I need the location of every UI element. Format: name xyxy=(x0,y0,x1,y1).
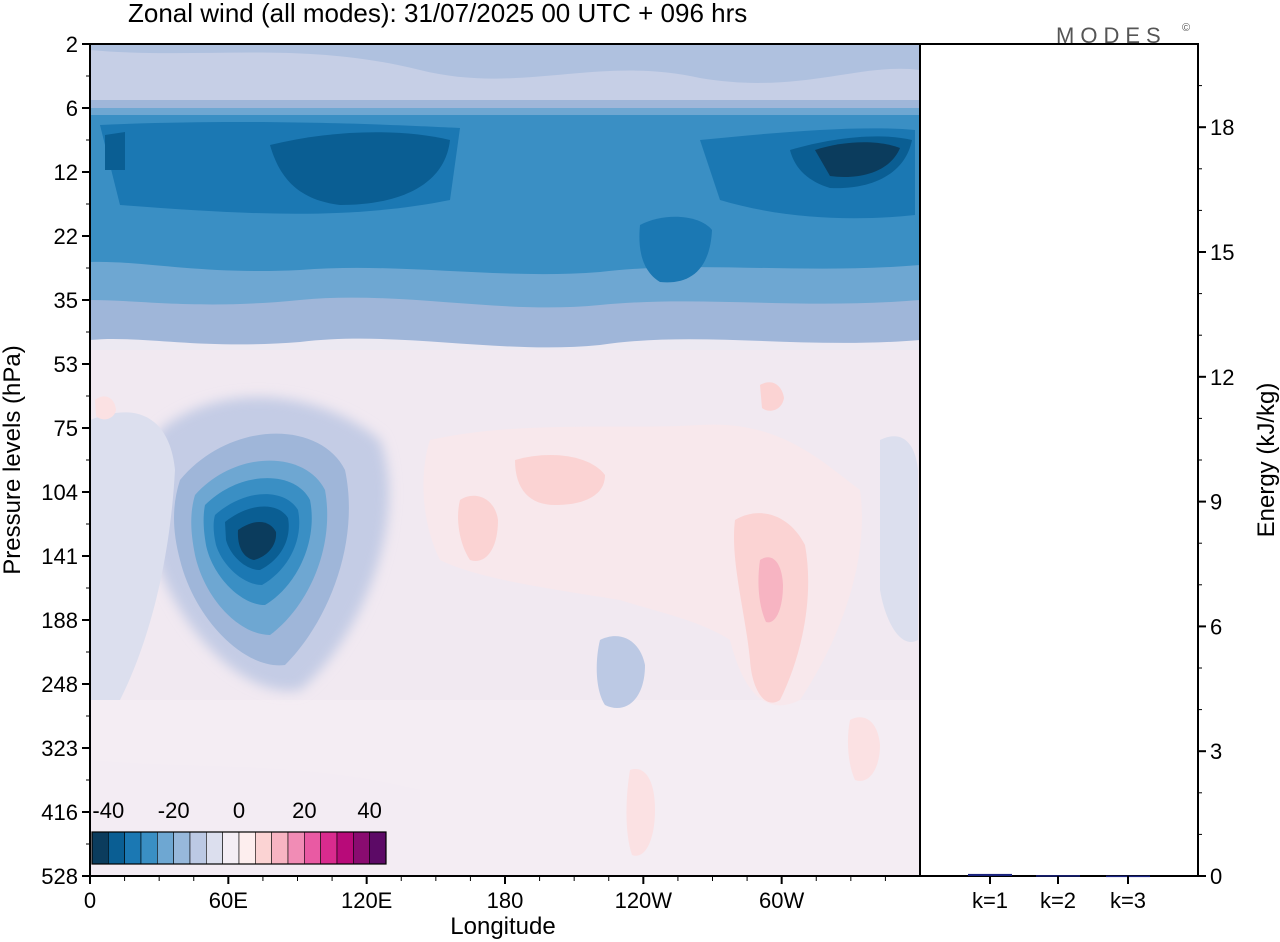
energy-tick-label: 12 xyxy=(1210,365,1234,390)
energy-cat-label: k=1 xyxy=(972,888,1008,913)
colorbar-labels: -40 -20 0 20 40 xyxy=(92,798,381,823)
energy-bar xyxy=(968,873,1012,876)
colorbar-swatch xyxy=(271,831,289,865)
colorbar-swatch xyxy=(108,831,125,865)
energy-tick-label: 15 xyxy=(1210,240,1234,265)
energy-tick-label: 0 xyxy=(1210,864,1222,889)
y-tick-label: 248 xyxy=(41,672,78,697)
colorbar-swatch xyxy=(222,831,240,865)
energy-panel: 0 3 6 9 12 15 18 k=1 k=2 k=3 Energy (kJ/kg) xyxy=(919,43,1280,913)
colorbar-label: -20 xyxy=(158,798,190,823)
chart-title: Zonal wind (all modes): 31/07/2025 00 UT… xyxy=(128,0,747,28)
energy-cat-label: k=3 xyxy=(1110,888,1146,913)
y-tick-label: 35 xyxy=(54,288,78,313)
modes-logo-mark: © xyxy=(1182,22,1190,34)
colorbar-label: 40 xyxy=(357,798,381,823)
colorbar-swatch xyxy=(206,831,223,865)
y-tick-label: 53 xyxy=(54,352,78,377)
x-axis-label: Longitude xyxy=(450,913,555,940)
energy-cat-label: k=2 xyxy=(1040,888,1076,913)
energy-plot-area xyxy=(919,43,1199,877)
x-tick-label: 60E xyxy=(209,888,248,913)
colorbar-label: -40 xyxy=(92,798,124,823)
y-tick-label: 141 xyxy=(41,544,78,569)
x-tick-label: 60W xyxy=(759,888,804,913)
y-tick-label: 188 xyxy=(41,608,78,633)
wind-field xyxy=(90,44,920,876)
x-tick-label: 120E xyxy=(341,888,392,913)
y-axis-label: Pressure levels (hPa) xyxy=(0,345,26,574)
colorbar-swatch xyxy=(287,831,305,865)
x-axis: 0 60E 120E 180 120W 60W xyxy=(84,876,886,913)
y-tick-label: 75 xyxy=(54,416,78,441)
colorbar-swatch xyxy=(173,831,191,865)
y-tick-label: 528 xyxy=(41,864,78,889)
energy-axis-label: Energy (kJ/kg) xyxy=(1253,383,1280,538)
y-tick-label: 2 xyxy=(66,32,78,57)
energy-tick-label: 3 xyxy=(1210,739,1222,764)
y-tick-label: 416 xyxy=(41,800,78,825)
energy-categories: k=1 k=2 k=3 xyxy=(972,876,1146,913)
colorbar: -40 -20 0 20 40 xyxy=(91,798,387,865)
y-axis: 2 6 12 22 35 53 75 104 141 188 248 323 416 528 xyxy=(41,32,90,889)
y-tick-label: 104 xyxy=(41,480,78,505)
y-tick-label: 323 xyxy=(41,736,78,761)
energy-tick-label: 18 xyxy=(1210,115,1234,140)
y-tick-label: 6 xyxy=(66,96,78,121)
colorbar-swatch xyxy=(369,831,387,865)
colorbar-label: 0 xyxy=(233,798,245,823)
colorbar-swatch xyxy=(336,831,354,865)
energy-tick-label: 6 xyxy=(1210,614,1222,639)
x-tick-label: 120W xyxy=(615,888,673,913)
colorbar-swatches xyxy=(91,831,387,865)
colorbar-swatch xyxy=(140,831,158,865)
colorbar-swatch xyxy=(157,831,174,865)
colorbar-swatch xyxy=(189,831,207,865)
colorbar-swatch xyxy=(353,831,370,865)
colorbar-swatch xyxy=(124,831,142,865)
colorbar-swatch xyxy=(238,831,256,865)
energy-tick-label: 9 xyxy=(1210,490,1222,515)
colorbar-swatch xyxy=(91,831,109,865)
colorbar-border xyxy=(91,831,387,865)
y-tick-label: 12 xyxy=(54,160,78,185)
colorbar-swatch xyxy=(255,831,272,865)
colorbar-swatch xyxy=(320,831,338,865)
x-tick-label: 180 xyxy=(487,888,524,913)
colorbar-swatch xyxy=(304,831,321,865)
energy-bar xyxy=(1036,875,1080,877)
y-tick-label: 22 xyxy=(54,224,78,249)
energy-axis: 0 3 6 9 12 15 18 xyxy=(1198,85,1234,889)
x-tick-label: 0 xyxy=(84,888,96,913)
colorbar-label: 20 xyxy=(292,798,316,823)
